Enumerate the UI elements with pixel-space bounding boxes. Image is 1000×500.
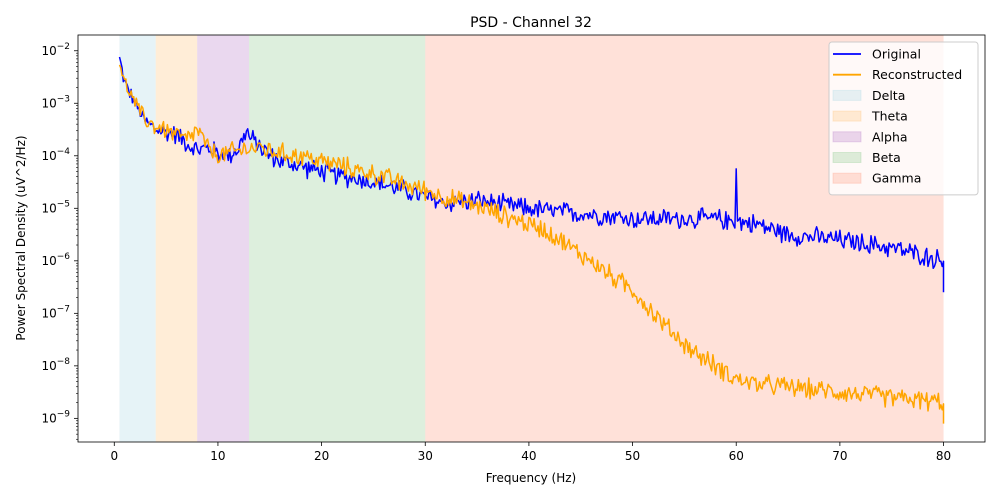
x-tick-label: 40 <box>521 449 536 463</box>
y-axis-label: Power Spectral Density (uV^2/Hz) <box>14 135 28 340</box>
frequency-bands <box>119 35 944 442</box>
legend-label: Gamma <box>872 171 921 186</box>
band-alpha <box>197 35 250 442</box>
legend-label: Beta <box>872 150 901 165</box>
series-line-reconstructed <box>118 64 945 424</box>
legend-swatch-gamma <box>832 172 862 184</box>
series-line-original <box>118 56 945 293</box>
legend-label: Delta <box>872 88 905 103</box>
x-tick-label: 60 <box>729 449 744 463</box>
y-tick-label: 10−3 <box>41 94 70 110</box>
y-tick-label: 10−7 <box>41 304 70 320</box>
band-beta <box>249 35 426 442</box>
y-tick-label: 10−2 <box>41 42 70 58</box>
x-tick-label: 0 <box>110 449 118 463</box>
y-tick-label: 10−6 <box>41 252 70 268</box>
y-tick-label: 10−8 <box>41 357 70 373</box>
y-tick-label: 10−9 <box>41 409 70 425</box>
x-tick-label: 80 <box>936 449 951 463</box>
x-tick-label: 20 <box>314 449 329 463</box>
series-lines <box>118 56 945 424</box>
y-axis-ticks: 10−9 10−8 10−7 10−6 10−5 10−4 10−3 10−2 <box>41 42 78 440</box>
x-tick-label: 10 <box>210 449 225 463</box>
x-tick-label: 50 <box>625 449 640 463</box>
legend-swatch-beta <box>832 152 862 163</box>
x-axis-label: Frequency (Hz) <box>486 471 577 485</box>
legend-swatch-theta <box>832 110 862 122</box>
plot-frame <box>77 34 986 443</box>
y-tick-label: 10−5 <box>41 199 70 215</box>
chart-title: PSD - Channel 32 <box>470 15 592 31</box>
band-delta <box>119 35 156 442</box>
legend-label: Reconstructed <box>872 67 962 82</box>
x-tick-label: 70 <box>832 449 847 463</box>
legend: Original Reconstructed Delta Theta Alpha Beta… <box>828 41 979 196</box>
legend-box <box>828 41 979 196</box>
legend-swatch-delta <box>832 89 862 101</box>
y-tick-label: 10−4 <box>41 147 70 163</box>
legend-label: Alpha <box>872 129 908 144</box>
x-axis-ticks: 0 10 20 30 40 50 60 70 80 <box>110 442 951 463</box>
legend-swatch-alpha <box>832 131 862 143</box>
x-tick-label: 30 <box>418 449 433 463</box>
legend-label: Original <box>872 47 921 62</box>
band-theta <box>155 35 198 442</box>
legend-label: Theta <box>871 109 908 124</box>
